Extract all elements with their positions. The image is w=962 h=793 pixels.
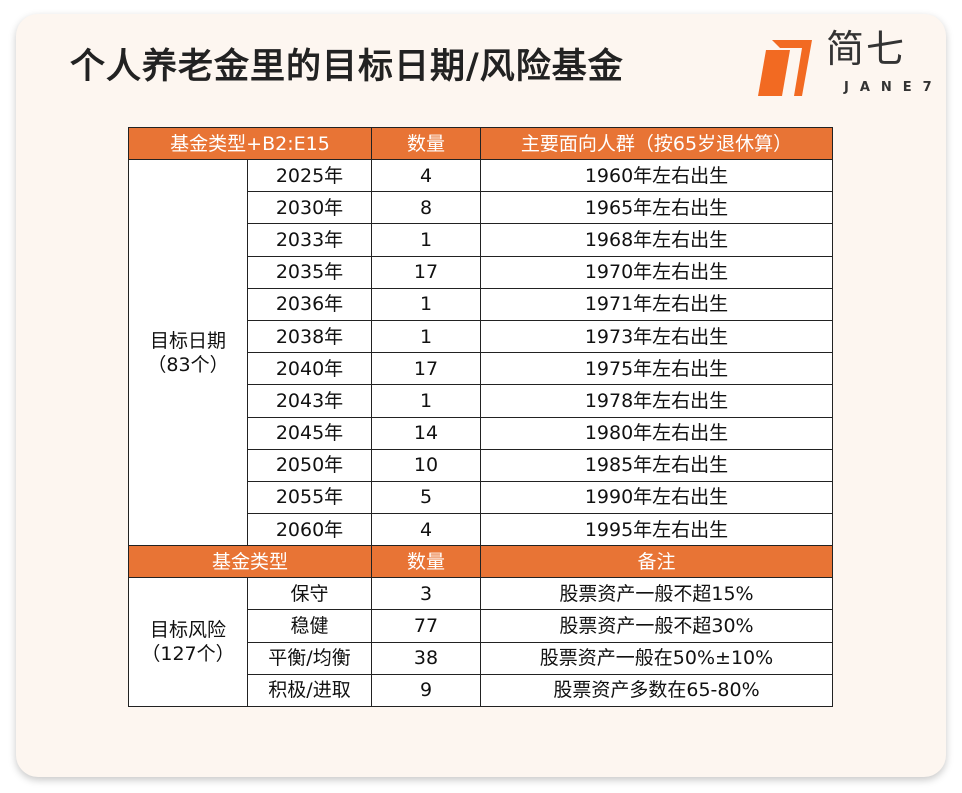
cell: 1978年左右出生	[480, 384, 833, 418]
cell: 1971年左右出生	[480, 287, 833, 321]
logo-subtext: JANE7	[844, 80, 943, 95]
cell: 1975年左右出生	[480, 352, 833, 386]
group-label: 目标日期	[149, 329, 226, 352]
cell: 17	[371, 352, 481, 386]
cell: 1	[371, 384, 481, 418]
cell: 2040年	[247, 352, 372, 386]
group-label: 目标风险	[149, 619, 226, 642]
cell: 5	[371, 480, 481, 515]
page-title: 个人养老金里的目标日期/风险基金	[70, 47, 624, 87]
logo-text: 简七	[826, 27, 907, 71]
table-row: 2043年 1 1978年左右出生	[129, 384, 833, 418]
header-row: 基金类型 数量 备注	[128, 545, 833, 579]
header-cell: 基金类型+B2:E15	[128, 127, 372, 160]
table-row: 2030年 8 1965年左右出生	[129, 191, 833, 225]
cell: 积极/进取	[247, 673, 372, 708]
cell: 4	[371, 158, 481, 193]
cell: 1970年左右出生	[480, 255, 833, 289]
table-row: 2045年 14 1980年左右出生	[129, 416, 833, 450]
cell: 1985年左右出生	[480, 448, 833, 482]
cell: 2050年	[247, 448, 372, 482]
cell: 1990年左右出生	[480, 480, 833, 515]
cell: 2036年	[247, 287, 372, 321]
logo: 简七 JANE7	[758, 28, 940, 102]
cell: 1995年左右出生	[480, 513, 833, 547]
header-row: 基金类型+B2:E15 数量 主要面向人群（按65岁退休算）	[128, 127, 833, 160]
cell: 3	[371, 577, 481, 611]
cell: 14	[371, 416, 481, 450]
group-count: （83个）	[147, 353, 229, 376]
table-row: 积极/进取 9 股票资产多数在65-80%	[129, 673, 833, 708]
fund-table: 基金类型+B2:E15 数量 主要面向人群（按65岁退休算） 目标日期 （83个） 202…	[128, 127, 833, 708]
cell: 2060年	[247, 513, 372, 547]
cell: 股票资产多数在65-80%	[480, 673, 833, 708]
cell: 平衡/均衡	[247, 641, 372, 675]
cell: 2055年	[247, 480, 372, 515]
table-row: 2036年 1 1971年左右出生	[129, 287, 833, 321]
table-row: 目标风险 （127个） 保守 3 股票资产一般不超15%	[128, 577, 833, 707]
cell: 9	[371, 673, 481, 708]
cell: 1	[371, 319, 481, 354]
cell: 1960年左右出生	[480, 158, 833, 193]
logo-mark-icon	[758, 40, 812, 96]
cell: 1980年左右出生	[480, 416, 833, 450]
cell: 8	[371, 191, 481, 225]
cell: 2045年	[247, 416, 372, 450]
table-row: 2040年 17 1975年左右出生	[129, 352, 833, 386]
cell: 股票资产一般不超15%	[480, 577, 833, 611]
cell: 2035年	[247, 255, 372, 289]
table-row: 2035年 17 1970年左右出生	[129, 255, 833, 289]
table-row: 目标日期 （83个） 2025年 4 1960年左右出生	[128, 158, 833, 547]
cell: 1	[371, 287, 481, 321]
cell: 1	[371, 223, 481, 257]
cell: 2025年	[247, 158, 372, 193]
cell: 17	[371, 255, 481, 289]
cell: 2033年	[247, 223, 372, 257]
cell: 1965年左右出生	[480, 191, 833, 225]
cell: 4	[371, 513, 481, 547]
table-row: 稳健 77 股票资产一般不超30%	[129, 609, 833, 643]
header-cell: 备注	[480, 545, 833, 579]
cell: 股票资产一般在50%±10%	[480, 641, 833, 675]
cell: 保守	[247, 577, 372, 611]
cell: 2038年	[247, 319, 372, 354]
cell: 2043年	[247, 384, 372, 418]
cell: 稳健	[247, 609, 372, 643]
table-row: 平衡/均衡 38 股票资产一般在50%±10%	[129, 641, 833, 675]
cell: 1973年左右出生	[480, 319, 833, 354]
header-cell: 主要面向人群（按65岁退休算）	[480, 127, 833, 160]
table-row: 2038年 1 1973年左右出生	[129, 319, 833, 354]
cell: 38	[371, 641, 481, 675]
group-count: （127个）	[141, 643, 235, 666]
group-cell: 目标风险 （127个）	[128, 577, 248, 707]
header-cell: 基金类型	[128, 545, 372, 579]
cell: 77	[371, 609, 481, 643]
cell: 2030年	[247, 191, 372, 225]
cell: 10	[371, 448, 481, 482]
header-cell: 数量	[371, 545, 481, 579]
table-row: 2060年 4 1995年左右出生	[129, 513, 833, 547]
header-cell: 数量	[371, 127, 481, 160]
table-row: 2033年 1 1968年左右出生	[129, 223, 833, 257]
group-cell: 目标日期 （83个）	[128, 158, 248, 547]
cell: 1968年左右出生	[480, 223, 833, 257]
cell: 股票资产一般不超30%	[480, 609, 833, 643]
